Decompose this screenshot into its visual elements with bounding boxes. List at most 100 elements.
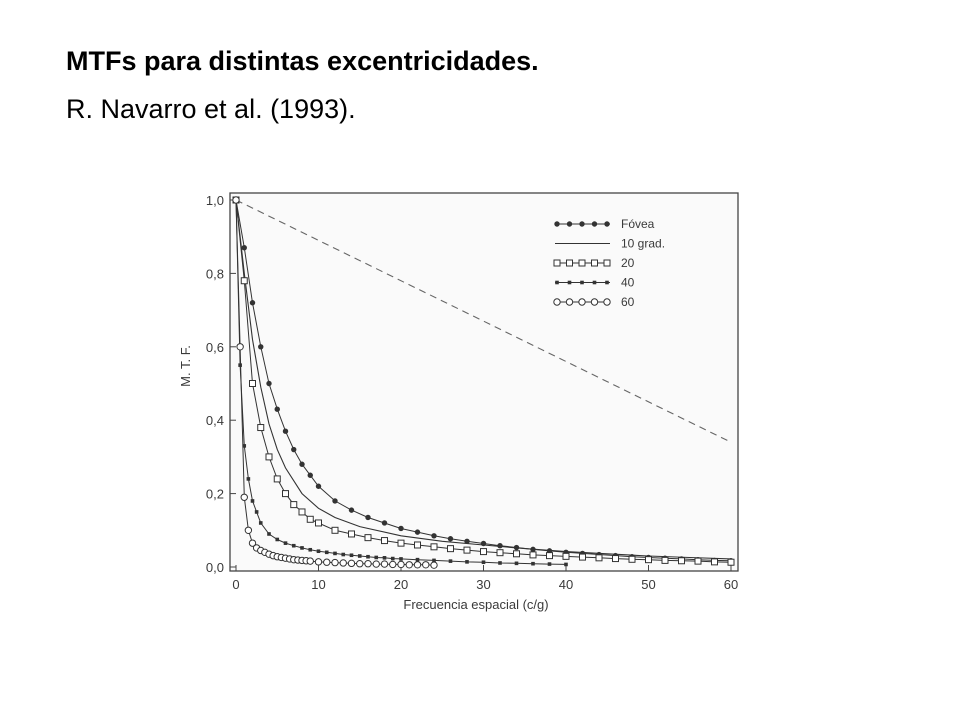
data-point <box>464 538 470 545</box>
data-point <box>374 555 379 560</box>
data-point <box>711 558 718 566</box>
data-point <box>291 543 296 548</box>
data-point <box>430 561 438 569</box>
data-point <box>282 428 289 434</box>
data-point <box>349 553 354 558</box>
data-point <box>447 536 454 542</box>
y-tick-label: 0,8 <box>206 266 224 281</box>
data-point <box>267 532 271 536</box>
data-point <box>592 280 597 285</box>
data-point <box>555 280 559 285</box>
x-tick-label: 0 <box>232 577 239 592</box>
plot-frame <box>229 192 739 572</box>
data-point <box>323 558 331 566</box>
series-20 <box>232 196 735 566</box>
series-layer <box>232 196 735 569</box>
data-point <box>306 557 314 565</box>
data-point <box>249 300 256 306</box>
data-point <box>283 541 288 545</box>
data-point <box>566 221 573 227</box>
data-point <box>348 530 355 538</box>
data-point <box>603 259 611 267</box>
data-point <box>694 557 702 565</box>
data-point <box>236 343 244 351</box>
y-axis-label: M. T. F. <box>178 345 193 387</box>
data-point <box>372 560 380 568</box>
data-point <box>405 561 413 569</box>
data-point <box>266 380 272 387</box>
data-point <box>380 560 389 568</box>
data-point <box>274 406 280 412</box>
data-point <box>250 499 255 503</box>
data-point <box>397 560 405 569</box>
x-tick-label: 50 <box>641 577 655 592</box>
data-point <box>447 545 454 553</box>
data-point <box>299 461 305 467</box>
reference-line <box>235 199 732 443</box>
data-point <box>291 446 297 453</box>
data-point <box>553 259 561 267</box>
data-point <box>547 562 552 566</box>
data-point <box>578 298 586 306</box>
data-point <box>567 280 572 285</box>
data-point <box>553 298 561 306</box>
data-point <box>258 344 264 350</box>
data-point <box>332 498 338 504</box>
data-point <box>306 515 314 523</box>
data-point <box>366 554 370 559</box>
data-point <box>381 520 388 526</box>
data-point <box>678 557 685 565</box>
data-point <box>645 556 652 564</box>
legend-label: 10 grad. <box>621 237 665 251</box>
data-point <box>240 493 248 501</box>
data-point <box>275 537 280 542</box>
data-point <box>347 559 356 568</box>
data-point <box>258 521 263 525</box>
data-point <box>397 539 405 547</box>
data-point <box>562 552 570 560</box>
data-point <box>364 534 372 542</box>
data-point <box>579 553 586 561</box>
data-point <box>463 546 471 554</box>
data-point <box>290 501 298 509</box>
series-line <box>235 199 732 560</box>
data-point <box>591 221 598 227</box>
data-point <box>298 508 306 516</box>
data-point <box>414 541 421 549</box>
data-point <box>431 533 437 539</box>
data-point <box>422 561 430 569</box>
data-point <box>331 526 339 534</box>
x-tick-label: 20 <box>394 577 408 592</box>
legend-label: 20 <box>621 256 635 270</box>
reference-dashed-line <box>235 199 732 443</box>
data-point <box>590 298 599 306</box>
data-point <box>605 280 609 285</box>
data-point <box>546 552 553 560</box>
data-point <box>331 558 339 567</box>
x-tick-labels: 0 10 20 30 40 50 60 <box>232 577 738 592</box>
data-point <box>399 557 403 561</box>
data-point <box>595 554 603 562</box>
data-point <box>242 444 247 448</box>
y-tick-label: 1,0 <box>206 193 224 208</box>
data-point <box>415 557 420 562</box>
data-point <box>249 380 256 387</box>
data-point <box>364 559 372 568</box>
data-point <box>308 547 313 552</box>
series-10-grad- <box>235 199 732 560</box>
data-point <box>365 514 371 521</box>
data-point <box>339 559 347 567</box>
data-point <box>382 556 387 560</box>
data-point <box>254 510 259 514</box>
data-point <box>282 490 289 498</box>
legend-label: 40 <box>621 276 635 290</box>
y-tick-label: 0,0 <box>206 560 224 575</box>
data-point <box>580 280 584 285</box>
data-point <box>333 551 337 556</box>
y-tick-label: 0,2 <box>206 487 224 502</box>
x-tick-label: 30 <box>476 577 490 592</box>
data-point <box>661 556 669 564</box>
series-line <box>235 199 567 565</box>
data-point <box>356 559 364 568</box>
